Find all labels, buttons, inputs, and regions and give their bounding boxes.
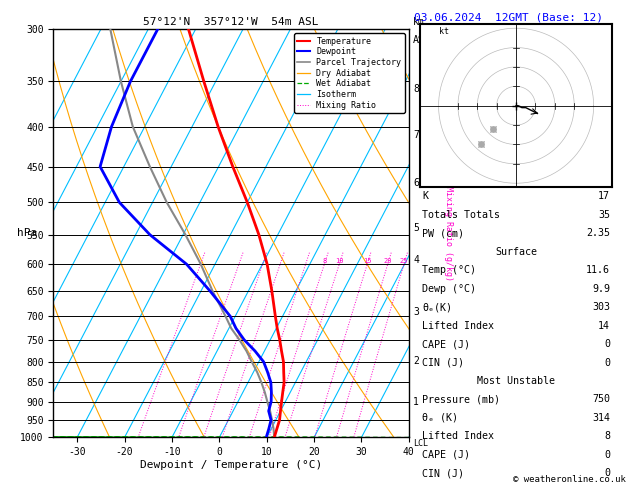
Text: 10: 10 bbox=[335, 258, 343, 264]
Text: 1: 1 bbox=[413, 397, 419, 407]
Text: Surface: Surface bbox=[495, 247, 537, 257]
Text: K: K bbox=[422, 191, 428, 201]
X-axis label: Dewpoint / Temperature (°C): Dewpoint / Temperature (°C) bbox=[140, 460, 322, 470]
Text: CIN (J): CIN (J) bbox=[422, 358, 464, 367]
Text: 8: 8 bbox=[413, 84, 419, 94]
Text: 0: 0 bbox=[604, 469, 610, 478]
Text: 3: 3 bbox=[413, 307, 419, 316]
Text: 9.9: 9.9 bbox=[592, 284, 610, 294]
Text: CAPE (J): CAPE (J) bbox=[422, 450, 470, 460]
Title: 57°12'N  357°12'W  54m ASL: 57°12'N 357°12'W 54m ASL bbox=[143, 17, 319, 27]
Text: Most Unstable: Most Unstable bbox=[477, 376, 555, 386]
Point bbox=[476, 140, 486, 148]
Text: 11.6: 11.6 bbox=[586, 265, 610, 275]
Text: CAPE (J): CAPE (J) bbox=[422, 339, 470, 349]
Text: Temp (°C): Temp (°C) bbox=[422, 265, 476, 275]
Text: 25: 25 bbox=[399, 258, 408, 264]
Text: © weatheronline.co.uk: © weatheronline.co.uk bbox=[513, 474, 626, 484]
Legend: Temperature, Dewpoint, Parcel Trajectory, Dry Adiabat, Wet Adiabat, Isotherm, Mi: Temperature, Dewpoint, Parcel Trajectory… bbox=[294, 34, 404, 113]
Text: θₑ (K): θₑ (K) bbox=[422, 413, 458, 423]
Text: 15: 15 bbox=[363, 258, 372, 264]
Text: 03.06.2024  12GMT (Base: 12): 03.06.2024 12GMT (Base: 12) bbox=[414, 12, 603, 22]
Text: 0: 0 bbox=[604, 450, 610, 460]
Text: 2.35: 2.35 bbox=[586, 228, 610, 238]
Text: 4: 4 bbox=[413, 255, 419, 265]
Text: 6: 6 bbox=[413, 178, 419, 188]
Text: 303: 303 bbox=[592, 302, 610, 312]
Text: Totals Totals: Totals Totals bbox=[422, 210, 500, 220]
Text: 17: 17 bbox=[598, 191, 610, 201]
Text: 5: 5 bbox=[413, 224, 419, 233]
Text: ASL: ASL bbox=[413, 35, 430, 45]
Text: Lifted Index: Lifted Index bbox=[422, 432, 494, 441]
Text: CIN (J): CIN (J) bbox=[422, 469, 464, 478]
Text: 8: 8 bbox=[322, 258, 326, 264]
Text: θₑ(K): θₑ(K) bbox=[422, 302, 452, 312]
Text: 20: 20 bbox=[384, 258, 392, 264]
Text: 14: 14 bbox=[598, 321, 610, 330]
Text: km: km bbox=[413, 17, 424, 27]
Text: 314: 314 bbox=[592, 413, 610, 423]
Text: 0: 0 bbox=[604, 339, 610, 349]
Text: 2: 2 bbox=[413, 356, 419, 366]
Text: Mixing Ratio (g/kg): Mixing Ratio (g/kg) bbox=[445, 186, 454, 281]
Text: 750: 750 bbox=[592, 395, 610, 404]
Text: kt: kt bbox=[438, 27, 448, 36]
Text: Dewp (°C): Dewp (°C) bbox=[422, 284, 476, 294]
Text: LCL: LCL bbox=[413, 439, 428, 449]
Text: 35: 35 bbox=[598, 210, 610, 220]
Text: PW (cm): PW (cm) bbox=[422, 228, 464, 238]
Text: 7: 7 bbox=[413, 130, 419, 140]
Text: Lifted Index: Lifted Index bbox=[422, 321, 494, 330]
Text: hPa: hPa bbox=[17, 228, 37, 238]
Text: 8: 8 bbox=[604, 432, 610, 441]
Text: Pressure (mb): Pressure (mb) bbox=[422, 395, 500, 404]
Text: 0: 0 bbox=[604, 358, 610, 367]
Point bbox=[488, 125, 498, 133]
